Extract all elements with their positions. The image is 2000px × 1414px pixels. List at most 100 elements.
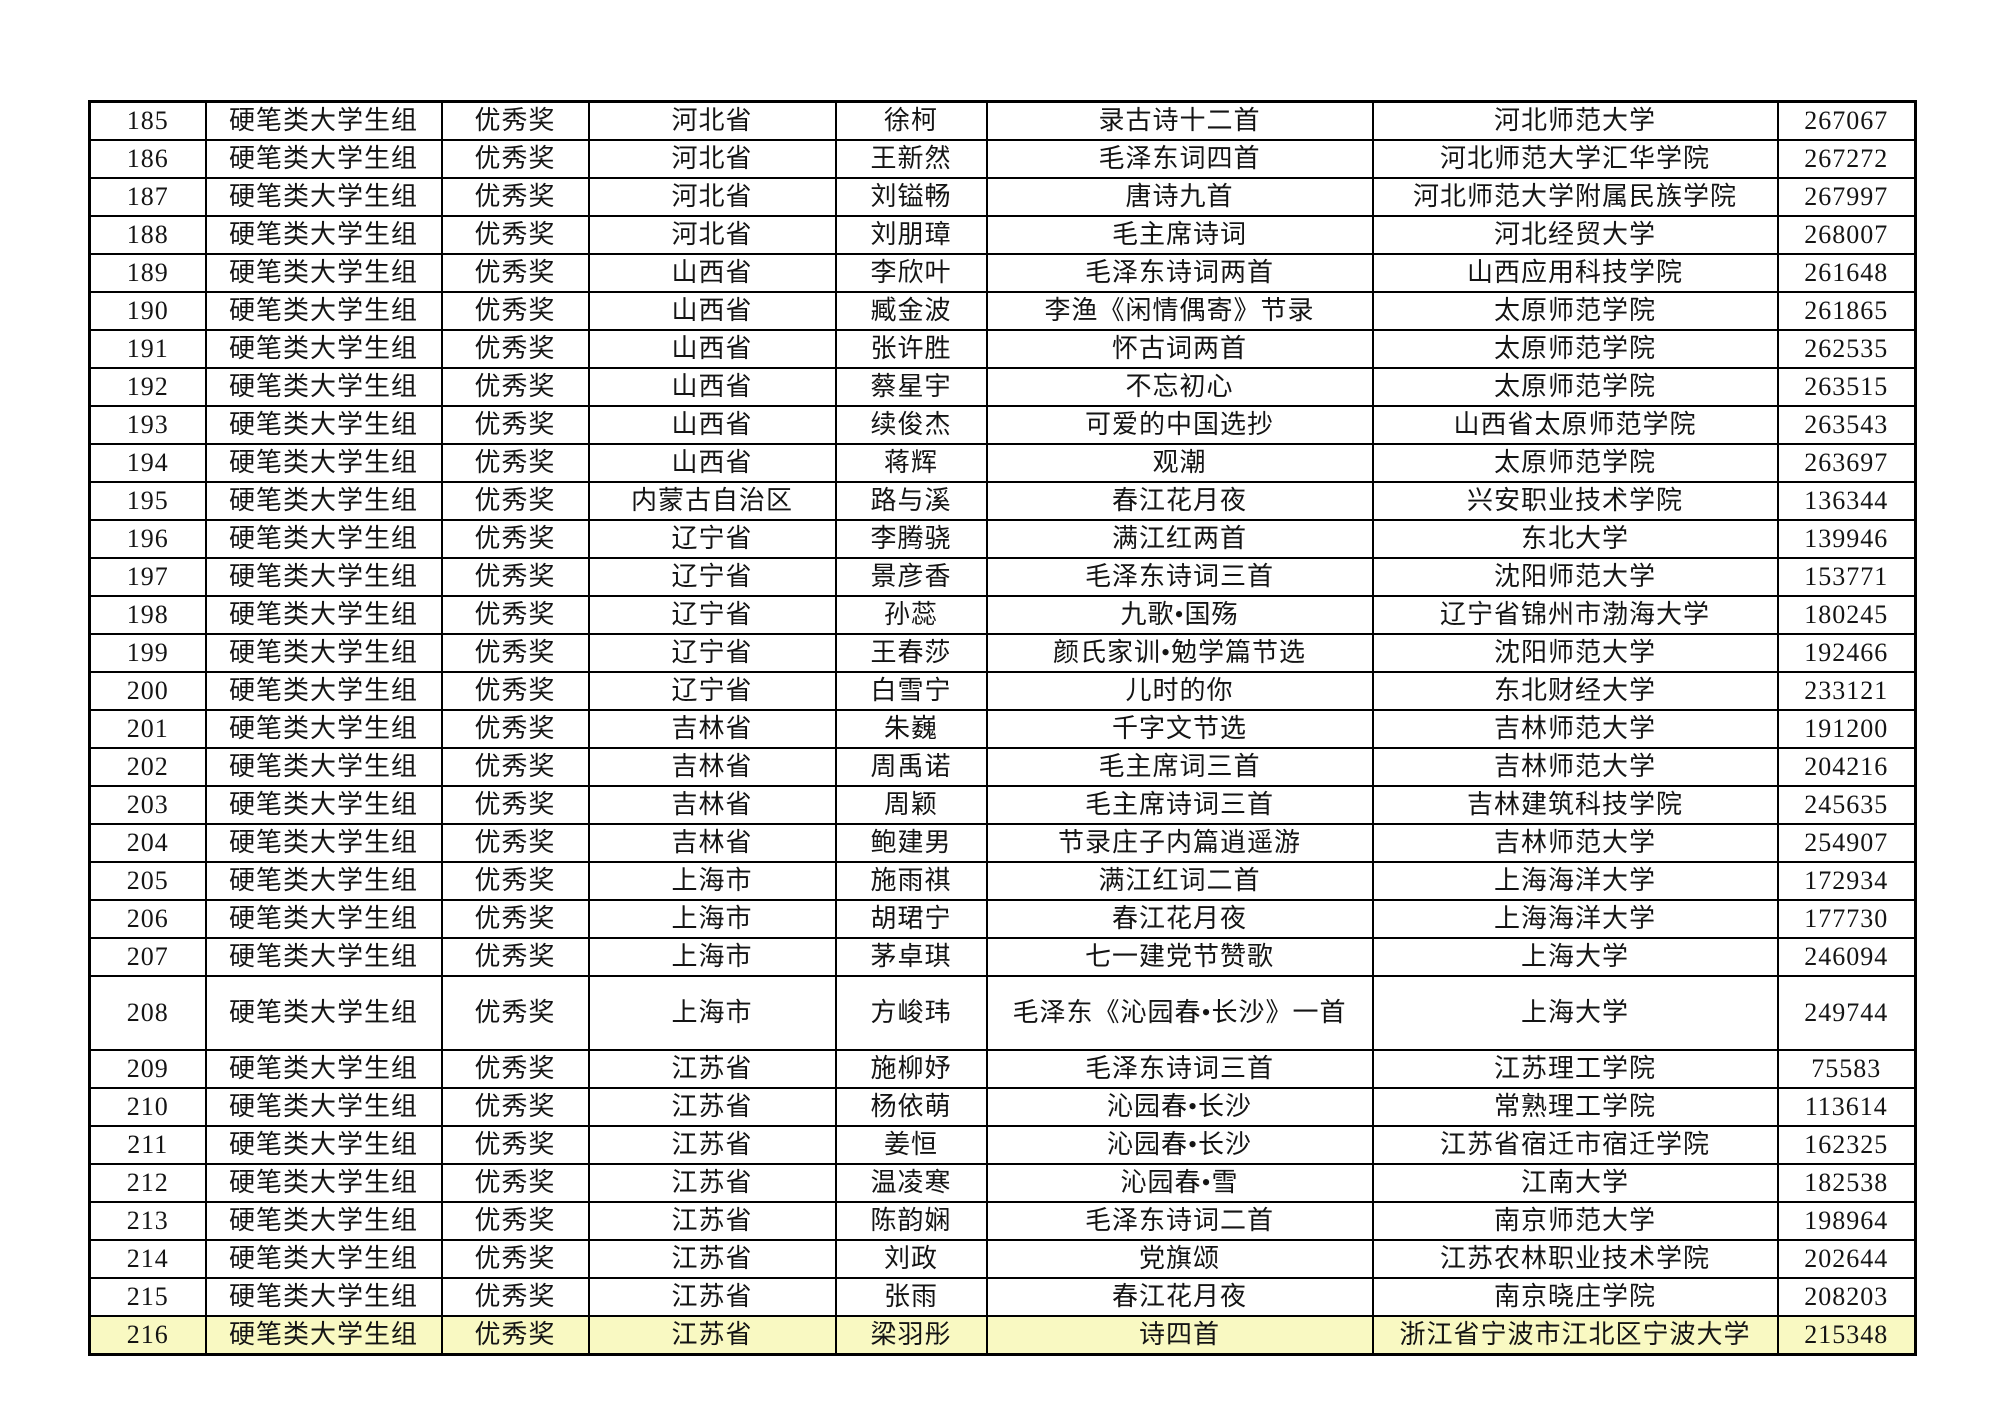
cell-entry-id: 268007 [1776, 215, 1917, 255]
cell-work-title: 沁园春•长沙 [985, 1125, 1374, 1165]
cell-row-number: 206 [88, 899, 207, 939]
cell-row-number: 200 [88, 671, 207, 711]
awards-table: 185 硬笔类大学生组 优秀奖 河北省 徐柯 录古诗十二首 河北师范大学 267067 186 硬… [88, 100, 1917, 1356]
cell-award: 优秀奖 [440, 253, 590, 293]
cell-province: 辽宁省 [587, 671, 837, 711]
cell-province: 吉林省 [587, 785, 837, 825]
cell-province: 江苏省 [587, 1163, 837, 1203]
table-row: 195 硬笔类大学生组 优秀奖 内蒙古自治区 路与溪 春江花月夜 兴安职业技术学院 13634… [88, 481, 1917, 521]
cell-group: 硬笔类大学生组 [204, 253, 443, 293]
table-row: 186 硬笔类大学生组 优秀奖 河北省 王新然 毛泽东词四首 河北师范大学汇华学院 26727… [88, 139, 1917, 179]
table-row: 199 硬笔类大学生组 优秀奖 辽宁省 王春莎 颜氏家训•勉学篇节选 沈阳师范大学 19246… [88, 633, 1917, 673]
cell-name: 张雨 [834, 1277, 988, 1317]
cell-award: 优秀奖 [440, 633, 590, 673]
cell-row-number: 197 [88, 557, 207, 597]
cell-row-number: 194 [88, 443, 207, 483]
cell-province: 山西省 [587, 405, 837, 445]
cell-work-title: 怀古词两首 [985, 329, 1374, 369]
cell-work-title: 毛泽东诗词二首 [985, 1201, 1374, 1241]
cell-row-number: 211 [88, 1125, 207, 1165]
cell-work-title: 党旗颂 [985, 1239, 1374, 1279]
cell-entry-id: 263697 [1776, 443, 1917, 483]
cell-award: 优秀奖 [440, 899, 590, 939]
cell-group: 硬笔类大学生组 [204, 937, 443, 977]
cell-award: 优秀奖 [440, 595, 590, 635]
cell-province: 山西省 [587, 367, 837, 407]
cell-award: 优秀奖 [440, 671, 590, 711]
cell-name: 孙蕊 [834, 595, 988, 635]
cell-row-number: 210 [88, 1087, 207, 1127]
cell-work-title: 不忘初心 [985, 367, 1374, 407]
cell-name: 杨依萌 [834, 1087, 988, 1127]
cell-award: 优秀奖 [440, 975, 590, 1051]
cell-name: 蔡星宇 [834, 367, 988, 407]
cell-work-title: 毛主席词三首 [985, 747, 1374, 787]
cell-row-number: 193 [88, 405, 207, 445]
cell-province: 上海市 [587, 975, 837, 1051]
cell-province: 上海市 [587, 937, 837, 977]
cell-school: 东北财经大学 [1371, 671, 1779, 711]
cell-row-number: 208 [88, 975, 207, 1051]
cell-name: 刘朋璋 [834, 215, 988, 255]
table-row: 205 硬笔类大学生组 优秀奖 上海市 施雨祺 满江红词二首 上海海洋大学 172934 [88, 861, 1917, 901]
cell-row-number: 207 [88, 937, 207, 977]
cell-entry-id: 262535 [1776, 329, 1917, 369]
table-row: 196 硬笔类大学生组 优秀奖 辽宁省 李腾骁 满江红两首 东北大学 139946 [88, 519, 1917, 559]
cell-work-title: 录古诗十二首 [985, 100, 1374, 141]
cell-name: 陈韵娴 [834, 1201, 988, 1241]
cell-school: 河北师范大学汇华学院 [1371, 139, 1779, 179]
cell-name: 张许胜 [834, 329, 988, 369]
cell-school: 浙江省宁波市江北区宁波大学 [1371, 1315, 1779, 1356]
cell-province: 辽宁省 [587, 519, 837, 559]
cell-name: 朱巍 [834, 709, 988, 749]
cell-province: 江苏省 [587, 1239, 837, 1279]
cell-name: 刘政 [834, 1239, 988, 1279]
cell-row-number: 216 [88, 1315, 207, 1356]
cell-entry-id: 180245 [1776, 595, 1917, 635]
cell-school: 山西应用科技学院 [1371, 253, 1779, 293]
cell-row-number: 195 [88, 481, 207, 521]
cell-entry-id: 182538 [1776, 1163, 1917, 1203]
cell-school: 太原师范学院 [1371, 443, 1779, 483]
awards-table-body: 185 硬笔类大学生组 优秀奖 河北省 徐柯 录古诗十二首 河北师范大学 267067 186 硬… [88, 100, 1917, 1356]
cell-group: 硬笔类大学生组 [204, 671, 443, 711]
cell-work-title: 诗四首 [985, 1315, 1374, 1356]
cell-school: 太原师范学院 [1371, 291, 1779, 331]
cell-name: 徐柯 [834, 100, 988, 141]
cell-province: 江苏省 [587, 1049, 837, 1089]
cell-row-number: 205 [88, 861, 207, 901]
cell-award: 优秀奖 [440, 861, 590, 901]
table-row: 193 硬笔类大学生组 优秀奖 山西省 续俊杰 可爱的中国选抄 山西省太原师范学院 26354… [88, 405, 1917, 445]
cell-work-title: 儿时的你 [985, 671, 1374, 711]
cell-entry-id: 263543 [1776, 405, 1917, 445]
cell-group: 硬笔类大学生组 [204, 405, 443, 445]
cell-row-number: 199 [88, 633, 207, 673]
cell-entry-id: 267067 [1776, 100, 1917, 141]
cell-name: 胡珺宁 [834, 899, 988, 939]
cell-name: 姜恒 [834, 1125, 988, 1165]
cell-entry-id: 192466 [1776, 633, 1917, 673]
cell-group: 硬笔类大学生组 [204, 747, 443, 787]
cell-award: 优秀奖 [440, 291, 590, 331]
cell-row-number: 191 [88, 329, 207, 369]
cell-row-number: 196 [88, 519, 207, 559]
table-row: 188 硬笔类大学生组 优秀奖 河北省 刘朋璋 毛主席诗词 河北经贸大学 268007 [88, 215, 1917, 255]
cell-award: 优秀奖 [440, 557, 590, 597]
cell-work-title: 李渔《闲情偶寄》节录 [985, 291, 1374, 331]
cell-name: 施雨祺 [834, 861, 988, 901]
cell-province: 上海市 [587, 861, 837, 901]
cell-entry-id: 263515 [1776, 367, 1917, 407]
cell-group: 硬笔类大学生组 [204, 443, 443, 483]
cell-school: 吉林师范大学 [1371, 823, 1779, 863]
table-row: 191 硬笔类大学生组 优秀奖 山西省 张许胜 怀古词两首 太原师范学院 262535 [88, 329, 1917, 369]
cell-work-title: 春江花月夜 [985, 1277, 1374, 1317]
cell-award: 优秀奖 [440, 215, 590, 255]
cell-name: 刘镒畅 [834, 177, 988, 217]
cell-school: 东北大学 [1371, 519, 1779, 559]
cell-province: 江苏省 [587, 1125, 837, 1165]
cell-province: 上海市 [587, 899, 837, 939]
table-row: 189 硬笔类大学生组 优秀奖 山西省 李欣叶 毛泽东诗词两首 山西应用科技学院 261648 [88, 253, 1917, 293]
table-row: 187 硬笔类大学生组 优秀奖 河北省 刘镒畅 唐诗九首 河北师范大学附属民族学院 26799… [88, 177, 1917, 217]
table-row: 192 硬笔类大学生组 优秀奖 山西省 蔡星宇 不忘初心 太原师范学院 263515 [88, 367, 1917, 407]
